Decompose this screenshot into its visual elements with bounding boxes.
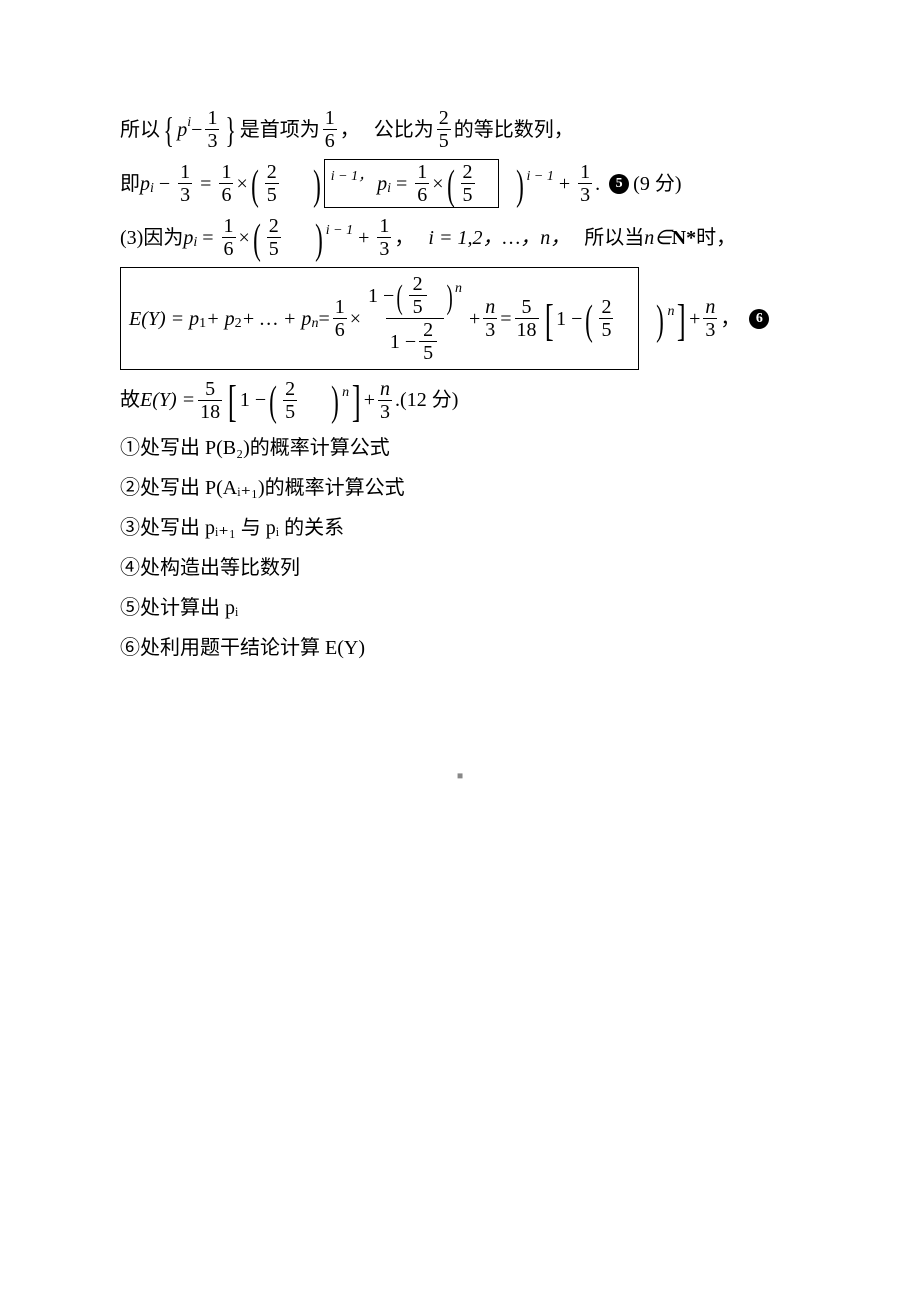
var-p: p <box>377 170 387 198</box>
sub-i: i <box>387 179 391 199</box>
note-5: ⑤处计算出 pᵢ <box>120 594 800 622</box>
text: 公比为 <box>374 116 434 144</box>
text: 时， <box>696 224 736 252</box>
sub-i: i <box>150 179 154 199</box>
EY: E(Y) = p <box>129 305 199 333</box>
boxed-expr-2: E(Y) = p1 + p2 + … + pn = 16 × 1 − ( 25 … <box>120 267 639 370</box>
circled-6: 6 <box>749 309 769 329</box>
frac-n-3: n3 <box>378 379 392 422</box>
frac-5-18: 518 <box>515 297 539 340</box>
line-3: (3)因为 pi = 16 × ( 25 ) i − 1 + 13 ， i = … <box>120 216 800 259</box>
var-p: p <box>140 170 150 198</box>
text: 的等比数列， <box>454 116 574 144</box>
line-4: E(Y) = p1 + p2 + … + pn = 16 × 1 − ( 25 … <box>120 267 800 370</box>
boxed-expr-1: i − 1， pi = 16 × ( 25 <box>324 159 499 208</box>
frac-1-3: 13 <box>578 162 592 205</box>
frac-2-5: 25 <box>265 162 279 205</box>
text: 即 <box>120 170 140 198</box>
frac-2-5: 2 5 <box>437 108 451 151</box>
frac-1-3: 1 3 <box>205 108 219 151</box>
EY: E(Y) = <box>140 386 195 414</box>
brace-left: { <box>163 112 173 148</box>
frac-1-3: 13 <box>178 162 192 205</box>
n-in: n∈ <box>644 224 671 252</box>
geom-frac: 1 − ( 25 ) n 1 − 25 <box>364 274 466 363</box>
sub-i: i <box>193 233 197 253</box>
score: (12 分) <box>400 386 458 414</box>
brace-right: } <box>226 112 236 148</box>
frac-n-3: n3 <box>703 297 717 340</box>
page-footer-mark: ▪ <box>120 762 800 790</box>
page-content: 所以 { pi − 1 3 } 是首项为 1 6 ， 公比为 2 5 的等比数列… <box>0 0 920 830</box>
frac-1-6: 16 <box>219 162 233 205</box>
frac-1-6: 1 6 <box>323 108 337 151</box>
text: 所以 <box>120 116 160 144</box>
frac-1-6: 16 <box>333 297 347 340</box>
text: 故 <box>120 386 140 414</box>
frac-2-5: 25 <box>461 162 475 205</box>
line-5: 故 E(Y) = 518 [ 1 − ( 25 ) n ] + n3 . (12… <box>120 378 800 422</box>
exp: i − 1 <box>326 221 353 241</box>
exp: i − 1 <box>527 167 554 187</box>
line-1: 所以 { pi − 1 3 } 是首项为 1 6 ， 公比为 2 5 的等比数列… <box>120 108 800 151</box>
var-p: p <box>177 116 187 144</box>
frac-5-18: 518 <box>198 379 222 422</box>
frac-n-3: n3 <box>483 297 497 340</box>
var-p: p <box>183 224 193 252</box>
i-range: i = 1,2，…，n， <box>428 224 570 252</box>
circled-5: 5 <box>609 174 629 194</box>
sup-i: i <box>187 113 191 133</box>
text: 是首项为 <box>240 116 320 144</box>
note-2: ②处写出 P(Aᵢ₊₁)的概率计算公式 <box>120 474 800 502</box>
line-2: 即 pi − 13 = 16 × ( 25 ) i − 1， pi = 16 ×… <box>120 159 800 208</box>
note-6: ⑥处利用题干结论计算 E(Y) <box>120 634 800 662</box>
exp: i − 1， <box>331 167 372 187</box>
note-3: ③处写出 pᵢ₊₁ 与 pᵢ 的关系 <box>120 514 800 542</box>
comma: ， <box>340 116 360 144</box>
frac-1-6: 16 <box>222 216 236 259</box>
frac-1-3: 13 <box>377 216 391 259</box>
score: (9 分) <box>633 170 681 198</box>
text: (3)因为 <box>120 224 183 252</box>
note-1: ①处写出 P(B₂)的概率计算公式 <box>120 434 800 462</box>
minus: − <box>191 116 202 144</box>
frac-2-5: 25 <box>267 216 281 259</box>
text: 所以当 <box>584 224 644 252</box>
N-star: N* <box>672 224 696 252</box>
note-4: ④处构造出等比数列 <box>120 554 800 582</box>
frac-1-6: 16 <box>415 162 429 205</box>
